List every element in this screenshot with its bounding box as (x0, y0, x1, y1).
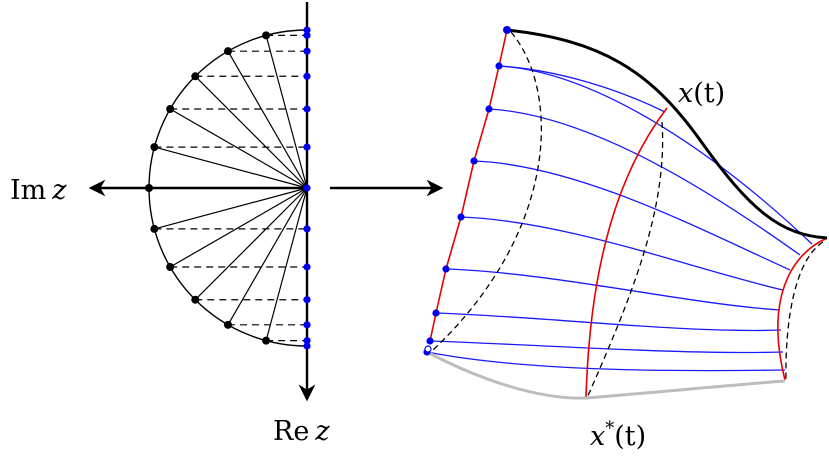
red-curve-point (442, 265, 450, 273)
red-curve-point (503, 26, 511, 34)
blue-point (303, 143, 311, 151)
radial-line (265, 35, 308, 189)
blue-point (303, 105, 311, 113)
blue-point (303, 296, 311, 304)
top-boundary-curve (506, 28, 828, 240)
blue-point (303, 72, 311, 80)
blue-curve (445, 268, 781, 311)
dashed-curve-left (432, 31, 542, 351)
black-point (262, 31, 271, 40)
black-point (145, 184, 153, 192)
blue-point (303, 31, 311, 39)
radial-line (194, 75, 308, 189)
black-point (166, 263, 175, 271)
black-point (191, 295, 200, 304)
red-curve-point (470, 157, 478, 165)
mapped-region (423, 26, 828, 400)
blue-point (303, 342, 311, 350)
dashed-curve-middle (586, 121, 664, 399)
red-curve-middle (585, 107, 668, 399)
blue-point (303, 47, 311, 55)
black-point (224, 320, 232, 329)
radial-line (154, 187, 308, 230)
red-curve-point (495, 62, 503, 70)
blue-points (303, 26, 311, 350)
blue-point (303, 225, 311, 233)
blue-curve (460, 216, 784, 291)
blue-point (303, 263, 311, 271)
black-point (262, 336, 271, 345)
black-point (224, 47, 232, 56)
blue-curve (473, 160, 791, 271)
radial-line (154, 146, 308, 189)
open-point (424, 345, 432, 353)
bottom-boundary-curve (426, 350, 786, 400)
x-t-label: x(t) (678, 78, 725, 109)
x-star-t-label: x*(t) (590, 418, 646, 452)
semicircle-group (88, 2, 316, 402)
blue-point (303, 337, 311, 345)
radial-line (169, 108, 308, 189)
blue-curve (435, 312, 782, 332)
black-point (150, 143, 159, 152)
radial-line (194, 187, 308, 301)
re-z-label: Re z (273, 416, 330, 447)
dashed-curve-right (785, 241, 824, 381)
black-points (145, 31, 271, 345)
black-point (150, 224, 159, 233)
red-curve-right (777, 237, 828, 381)
blue-curves (426, 65, 813, 372)
radial-line (227, 50, 308, 189)
red-curve-point (457, 213, 465, 221)
blue-point (303, 184, 311, 192)
red-curve-points (423, 26, 511, 356)
black-point (191, 72, 200, 81)
blue-point (303, 26, 311, 34)
red-curve-left (429, 29, 508, 342)
blue-point (303, 321, 311, 329)
red-curve-point (485, 105, 493, 113)
blue-curve (498, 65, 813, 245)
red-curve-point (432, 309, 440, 317)
blue-curve (429, 340, 784, 354)
radial-line (169, 187, 308, 268)
radial-line (227, 187, 308, 326)
radial-line (265, 187, 308, 341)
red-curve-point (426, 337, 434, 345)
im-z-label: Im z (10, 175, 67, 206)
blue-curve (498, 65, 666, 113)
black-point (166, 105, 175, 113)
blue-curve (488, 108, 801, 256)
blue-curve (426, 351, 786, 372)
